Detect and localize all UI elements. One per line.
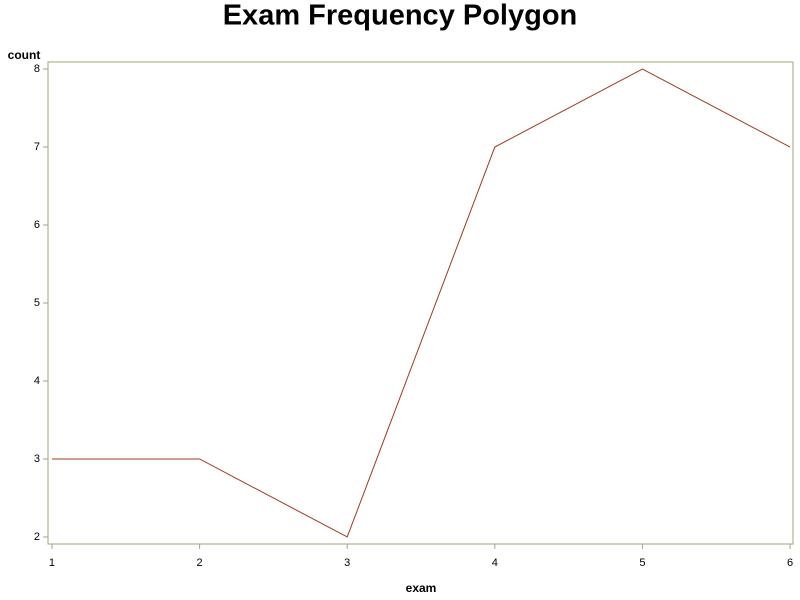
data-line [51, 68, 791, 538]
y-tick-label: 7 [34, 141, 40, 153]
x-tick-label: 3 [344, 557, 350, 569]
y-tick-label: 2 [34, 531, 40, 543]
x-tick-label: 6 [787, 557, 793, 569]
x-tick-label: 4 [492, 557, 498, 569]
x-tick-label: 5 [639, 557, 645, 569]
y-tick-label: 4 [34, 375, 40, 387]
y-tick-label: 8 [34, 63, 40, 75]
y-tick-label: 5 [34, 297, 40, 309]
y-tick-label: 3 [34, 453, 40, 465]
chart-title: Exam Frequency Polygon [223, 0, 578, 32]
plot-frame [47, 61, 794, 545]
x-axis-label: exam [406, 581, 437, 595]
y-axis-label: count [8, 48, 41, 62]
x-tick-label: 1 [49, 557, 55, 569]
x-tick-label: 2 [197, 557, 203, 569]
y-tick-label: 6 [34, 219, 40, 231]
